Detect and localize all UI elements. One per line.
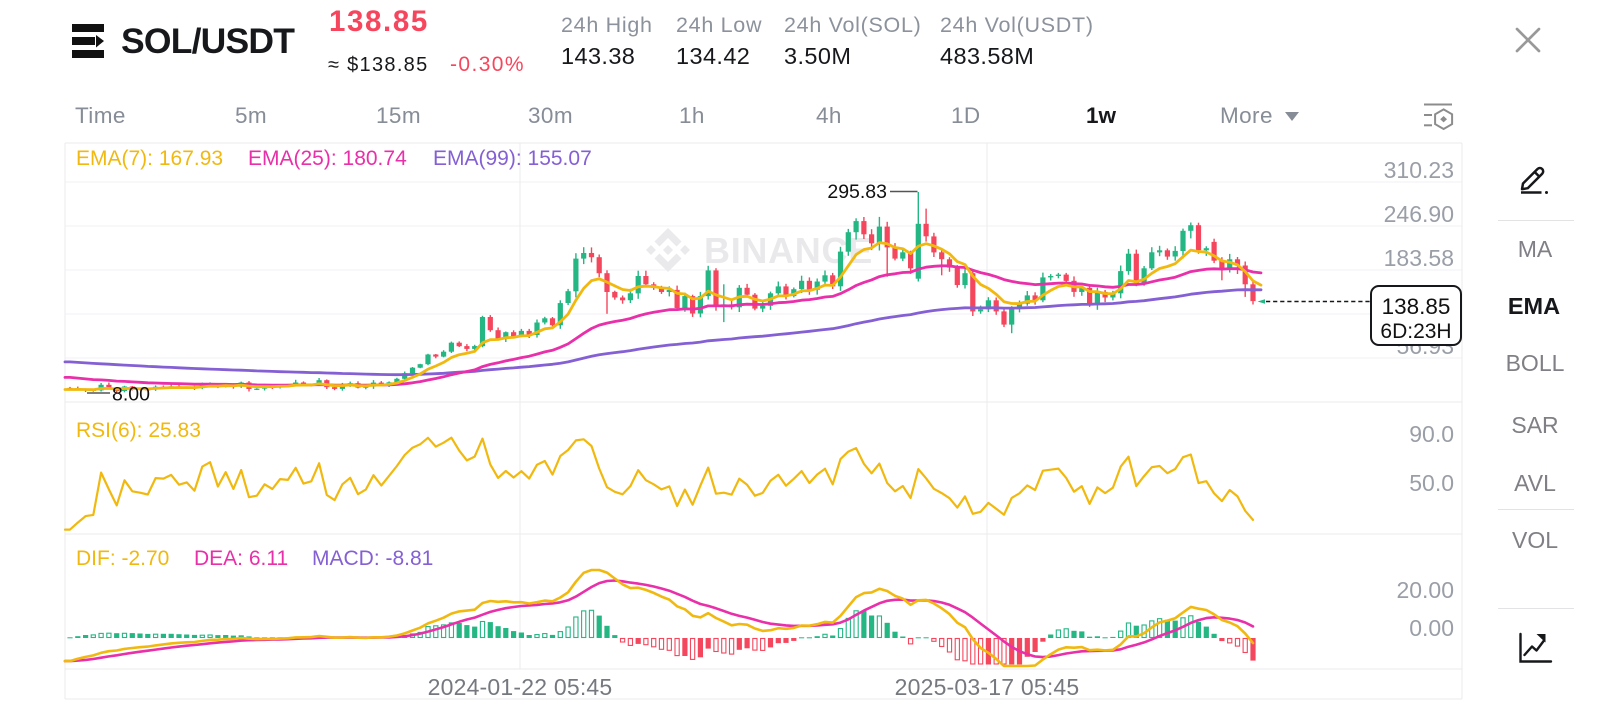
svg-text:EMA(25): 180.74: EMA(25): 180.74 (248, 147, 407, 170)
svg-text:50.0: 50.0 (1409, 470, 1454, 496)
svg-text:EMA(7): 167.93: EMA(7): 167.93 (76, 147, 223, 170)
svg-text:8.00: 8.00 (112, 384, 150, 406)
svg-text:RSI(6): 25.83: RSI(6): 25.83 (76, 419, 201, 442)
svg-text:EMA(99): 155.07: EMA(99): 155.07 (433, 147, 592, 170)
svg-text:183.58: 183.58 (1384, 245, 1454, 271)
svg-text:BINANCE: BINANCE (704, 230, 873, 271)
svg-text:6D:23H: 6D:23H (1380, 320, 1451, 343)
svg-text:138.85: 138.85 (1382, 294, 1451, 319)
svg-text:20.00: 20.00 (1396, 577, 1454, 603)
svg-text:310.23: 310.23 (1384, 157, 1454, 183)
svg-text:246.90: 246.90 (1384, 201, 1454, 227)
svg-text:2025-03-17 05:45: 2025-03-17 05:45 (895, 674, 1080, 700)
svg-text:90.0: 90.0 (1409, 421, 1454, 447)
svg-text:DEA: 6.11: DEA: 6.11 (194, 547, 288, 570)
svg-text:DIF: -2.70: DIF: -2.70 (76, 547, 169, 570)
svg-text:295.83: 295.83 (827, 181, 887, 203)
svg-text:MACD: -8.81: MACD: -8.81 (312, 547, 433, 570)
svg-text:0.00: 0.00 (1409, 615, 1454, 641)
svg-text:2024-01-22 05:45: 2024-01-22 05:45 (428, 674, 613, 700)
